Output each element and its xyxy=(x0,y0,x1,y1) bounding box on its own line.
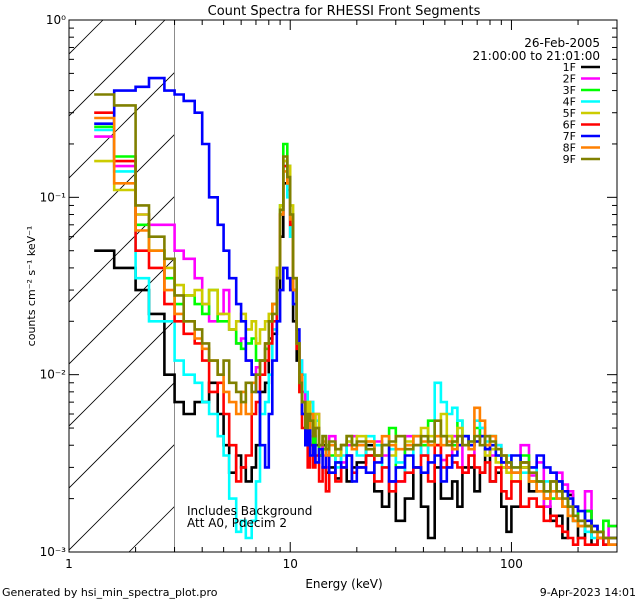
y-tick-label: 10⁻¹ xyxy=(40,190,67,204)
hatch-line xyxy=(69,381,175,489)
plot-date-footer: 9-Apr-2023 14:01 xyxy=(540,586,636,599)
x-axis-label: Energy (keV) xyxy=(305,577,382,591)
legend-label-6F: 6F xyxy=(563,119,576,132)
legend-label-8F: 8F xyxy=(563,142,576,155)
hatch-line xyxy=(69,443,175,551)
series-line-9F xyxy=(94,93,617,540)
x-tick-label: 10 xyxy=(283,557,298,571)
y-axis-label: counts cm⁻² s⁻¹ keV⁻¹ xyxy=(25,226,38,347)
y-tick-label: 10⁻³ xyxy=(40,545,67,559)
legend-label-3F: 3F xyxy=(563,84,576,97)
hatch-line xyxy=(69,71,175,179)
x-tick-label: 1 xyxy=(65,557,73,571)
y-tick-label: 10⁻² xyxy=(40,368,67,382)
chart-title: Count Spectra for RHESSI Front Segments xyxy=(208,4,481,19)
attenuator-note: Att A0, Pdecim 2 xyxy=(187,516,287,530)
legend-label-1F: 1F xyxy=(563,61,576,74)
legend-label-7F: 7F xyxy=(563,130,576,143)
generated-by-footer: Generated by hsi_min_spectra_plot.pro xyxy=(2,586,218,599)
legend-label-9F: 9F xyxy=(563,153,576,166)
background-note: Includes Background xyxy=(187,504,312,518)
x-tick-label: 100 xyxy=(500,557,523,571)
date-label: 26-Feb-2005 xyxy=(524,36,600,50)
plot-frame xyxy=(68,19,618,553)
axis-ticks: 1 10 100 10⁰ 10⁻¹ 10⁻² 10⁻³ xyxy=(40,13,618,571)
y-tick-label: 10⁰ xyxy=(46,13,66,27)
series-layer xyxy=(94,76,617,546)
legend-label-5F: 5F xyxy=(563,107,576,120)
hatch-line xyxy=(69,195,175,303)
legend-label-2F: 2F xyxy=(563,73,576,86)
background-hatch-region xyxy=(69,20,175,552)
time-range-label: 21:00:00 to 21:01:00 xyxy=(473,49,600,63)
hatch-line xyxy=(69,20,166,117)
legend-label-4F: 4F xyxy=(563,96,576,109)
hatch-line xyxy=(69,257,175,365)
